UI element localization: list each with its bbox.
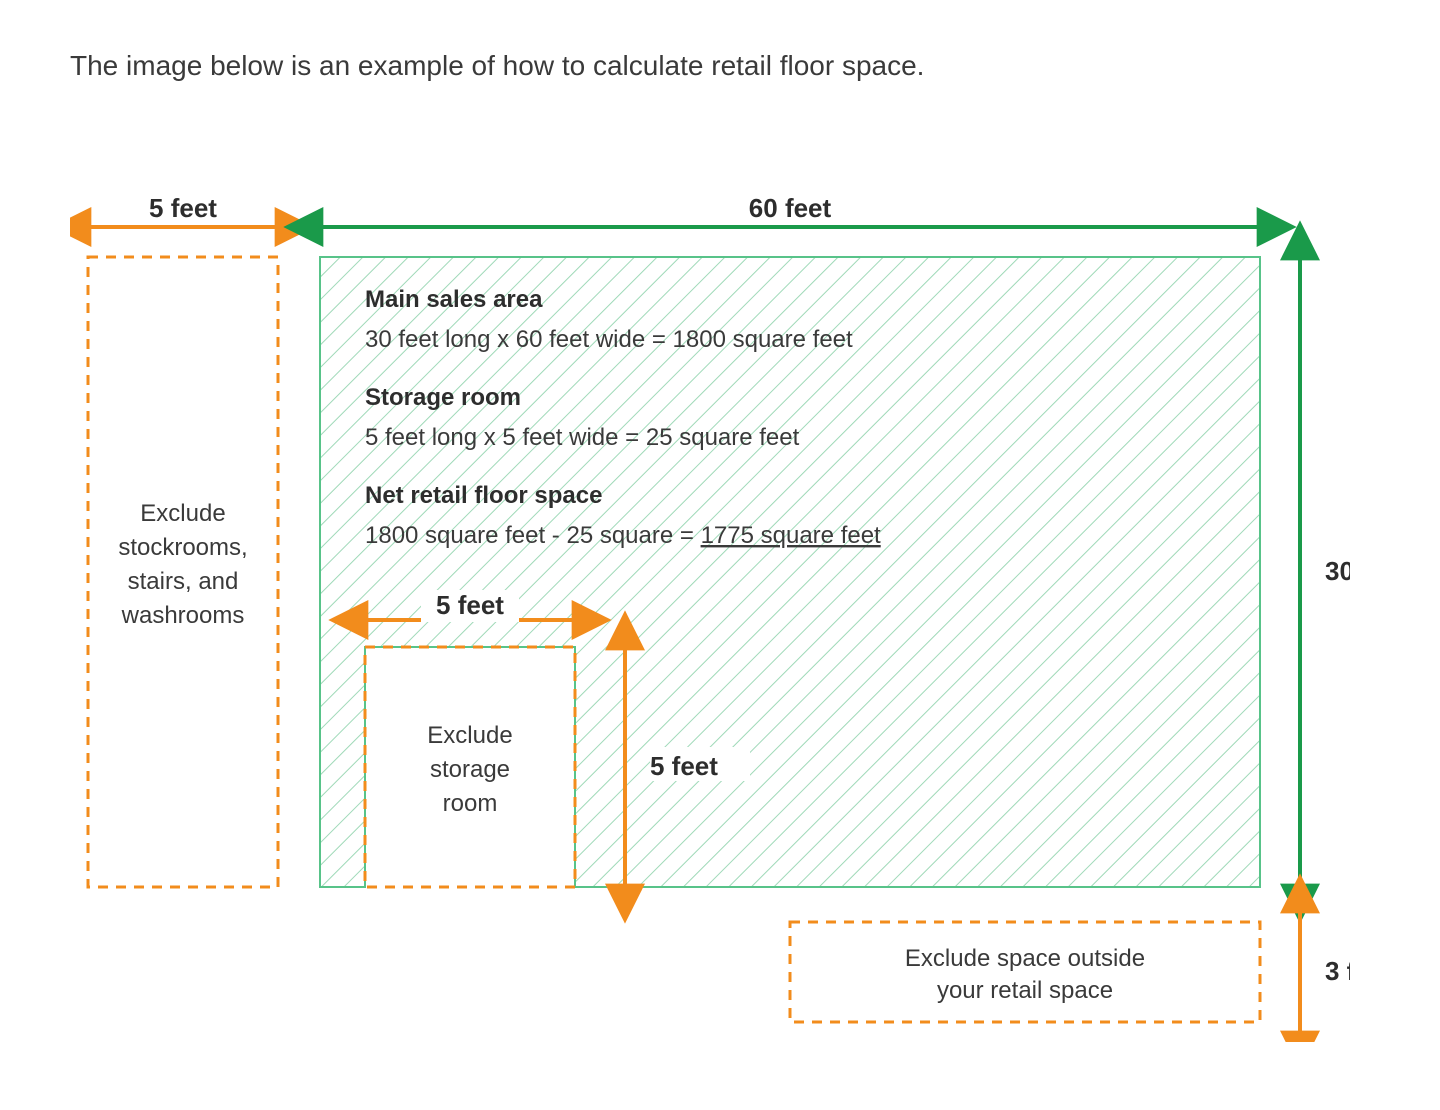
main-sales-calc: 30 feet long x 60 feet wide = 1800 squar…	[365, 326, 853, 353]
exclude-storage-text: storage	[430, 756, 510, 783]
net-title: Net retail floor space	[365, 482, 602, 509]
dim-main-width-label: 60 feet	[749, 193, 832, 223]
exclude-outside-text: Exclude space outside	[905, 945, 1145, 972]
dim-storage-width-label: 5 feet	[436, 590, 504, 620]
exclude-stockroom-text: stairs, and	[128, 568, 239, 595]
floor-space-diagram: 5 feet 60 feet 30 feet 5 feet 5 feet 3 feet Ex…	[70, 142, 1350, 1042]
exclude-stockroom-text: washrooms	[121, 602, 245, 629]
exclude-storage-text: room	[443, 790, 498, 817]
exclude-stockroom-text: Exclude	[140, 500, 225, 527]
dim-outside-height-label: 3 feet	[1325, 956, 1350, 986]
dim-storage-height-label: 5 feet	[650, 751, 718, 781]
exclude-outside-text: your retail space	[937, 977, 1113, 1004]
storage-calc: 5 feet long x 5 feet wide = 25 square fe…	[365, 424, 800, 451]
main-sales-title: Main sales area	[365, 286, 543, 313]
dim-stockroom-width-label: 5 feet	[149, 193, 217, 223]
exclude-stockroom-text: stockrooms,	[118, 534, 247, 561]
exclude-storage-text: Exclude	[427, 722, 512, 749]
storage-title: Storage room	[365, 384, 521, 411]
dim-main-height-label: 30 feet	[1325, 556, 1350, 586]
page-caption: The image below is an example of how to …	[70, 50, 1370, 82]
outside-box	[790, 922, 1260, 1022]
net-calc: 1800 square feet - 25 square = 1775 squa…	[365, 522, 881, 549]
